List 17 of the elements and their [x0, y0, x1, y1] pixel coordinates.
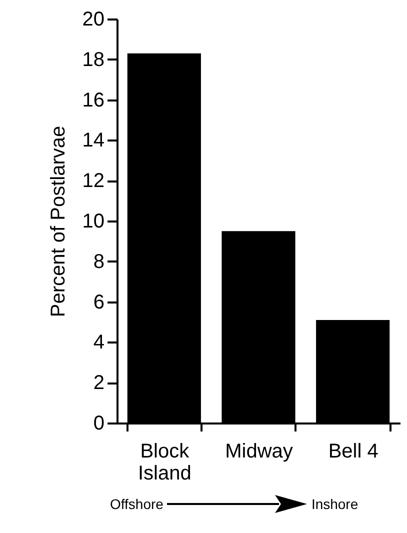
- x-tick-label: Bell 4: [328, 440, 378, 462]
- y-tick-label: 14: [82, 130, 104, 152]
- y-tick-label: 10: [82, 210, 104, 232]
- y-tick-label: 12: [82, 170, 104, 192]
- y-tick-label: 20: [82, 8, 104, 30]
- y-tick-label: 8: [93, 250, 104, 273]
- y-axis-title: Percent of Postlarvae: [47, 126, 70, 318]
- y-tick-label: 6: [93, 291, 104, 314]
- y-tick-label: 4: [93, 332, 104, 354]
- text: Inshore: [311, 496, 358, 512]
- x-tick-label: Midway: [225, 440, 293, 462]
- y-tick-label: 18: [82, 48, 104, 71]
- y-tick-label: 2: [93, 372, 104, 394]
- x-tick-label: Block Island: [138, 440, 192, 484]
- y-tick-label: 16: [82, 89, 104, 112]
- y-tick-label: 0: [93, 412, 104, 434]
- text: Offshore: [110, 496, 164, 512]
